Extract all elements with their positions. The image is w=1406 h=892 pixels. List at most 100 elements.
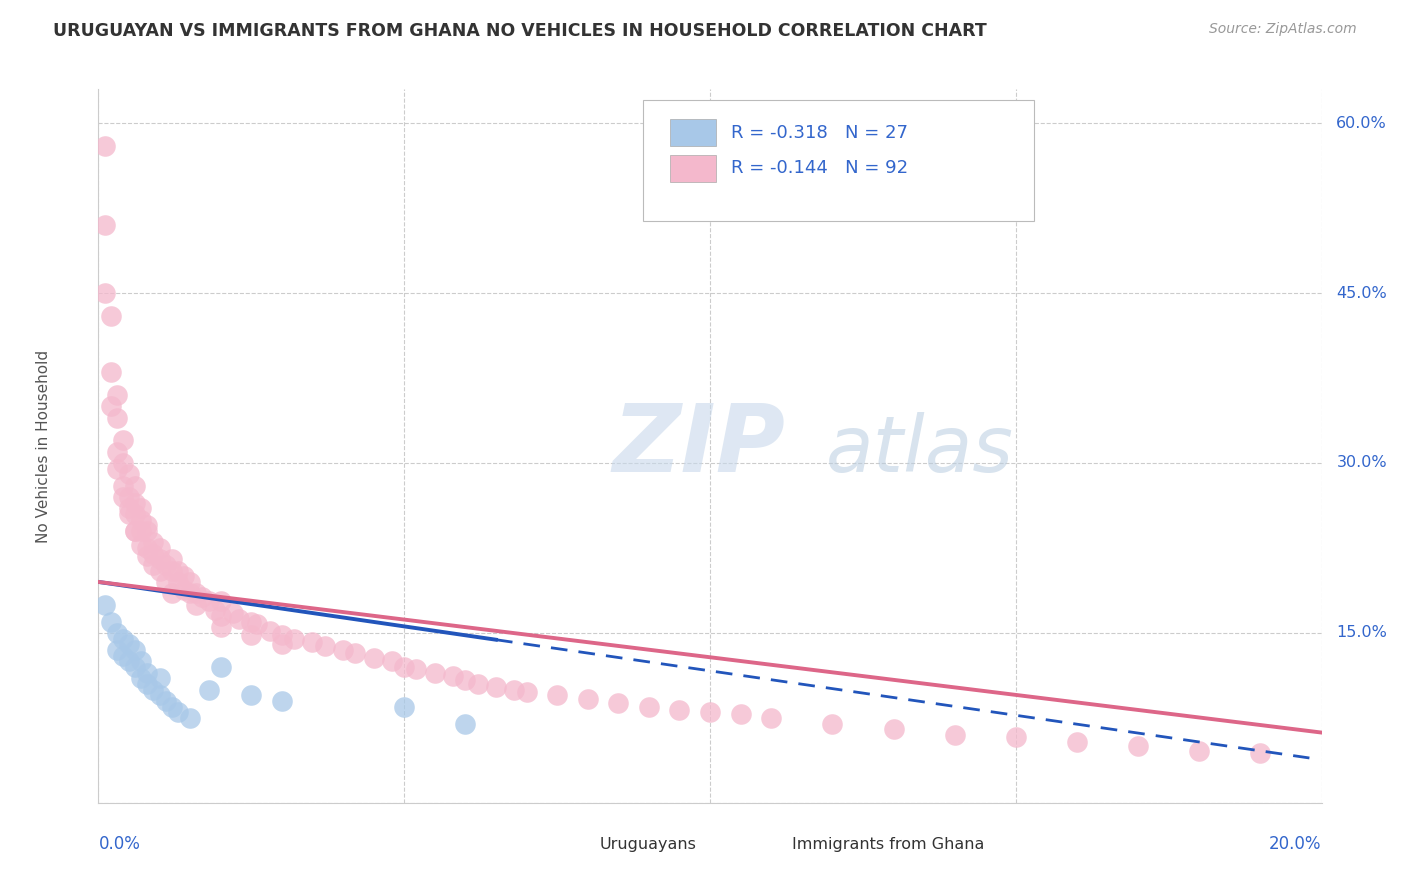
Point [155, 574, 177, 589]
Point [576, 691, 599, 706]
Point [467, 677, 489, 691]
Point [124, 478, 146, 492]
Text: No Vehicles in Household: No Vehicles in Household [37, 350, 51, 542]
Point [105, 410, 128, 425]
FancyBboxPatch shape [669, 155, 716, 182]
Point [155, 694, 177, 708]
Point [392, 660, 416, 674]
Point [160, 699, 183, 714]
Point [228, 612, 250, 626]
Point [100, 309, 122, 323]
Point [167, 705, 190, 719]
Point [118, 490, 141, 504]
Point [167, 564, 190, 578]
Text: 15.0%: 15.0% [1336, 625, 1388, 640]
Point [124, 495, 146, 509]
Point [160, 552, 183, 566]
Point [93, 598, 115, 612]
Point [136, 541, 159, 555]
Point [136, 677, 159, 691]
Point [423, 665, 446, 680]
Point [93, 138, 115, 153]
Text: 45.0%: 45.0% [1336, 285, 1388, 301]
Point [160, 586, 183, 600]
Point [111, 456, 134, 470]
Point [381, 654, 404, 668]
Point [129, 537, 152, 551]
Point [209, 660, 232, 674]
Point [186, 598, 208, 612]
Point [197, 682, 219, 697]
Point [516, 685, 538, 699]
Point [392, 699, 416, 714]
Point [441, 669, 464, 683]
Point [186, 586, 208, 600]
Point [124, 660, 146, 674]
Point [124, 507, 146, 521]
Point [149, 688, 172, 702]
Point [240, 688, 263, 702]
Text: 30.0%: 30.0% [1336, 456, 1386, 470]
FancyBboxPatch shape [741, 836, 778, 855]
Point [93, 218, 115, 232]
Point [270, 628, 292, 642]
Point [821, 716, 844, 731]
Point [179, 711, 201, 725]
Point [1004, 730, 1026, 744]
Point [111, 478, 134, 492]
Point [179, 586, 201, 600]
Point [454, 673, 477, 688]
Text: Uruguayans: Uruguayans [600, 838, 697, 853]
Point [167, 574, 190, 589]
Point [118, 501, 141, 516]
Point [191, 590, 214, 604]
Point [405, 662, 427, 676]
FancyBboxPatch shape [669, 120, 716, 146]
Point [1249, 746, 1271, 760]
Point [332, 643, 354, 657]
Point [209, 594, 232, 608]
FancyBboxPatch shape [551, 836, 588, 855]
Point [209, 608, 232, 623]
Point [344, 646, 367, 660]
Point [454, 716, 477, 731]
Text: Source: ZipAtlas.com: Source: ZipAtlas.com [1209, 22, 1357, 37]
Point [546, 688, 568, 702]
Point [270, 694, 292, 708]
Point [149, 541, 172, 555]
Point [129, 654, 152, 668]
Point [1066, 734, 1088, 748]
Point [136, 524, 159, 538]
Point [142, 547, 165, 561]
Point [105, 626, 128, 640]
Point [363, 650, 385, 665]
Point [155, 558, 177, 572]
Point [100, 365, 122, 379]
Point [149, 552, 172, 566]
Point [283, 632, 305, 646]
Point [124, 524, 146, 538]
Point [142, 682, 165, 697]
Point [129, 513, 152, 527]
Text: 0.0%: 0.0% [98, 835, 141, 853]
Point [118, 467, 141, 482]
Point [485, 680, 508, 694]
Point [118, 654, 141, 668]
FancyBboxPatch shape [643, 100, 1035, 221]
Point [314, 640, 336, 654]
Text: R = -0.144   N = 92: R = -0.144 N = 92 [731, 160, 908, 178]
Point [105, 461, 128, 475]
Point [129, 671, 152, 685]
Point [105, 643, 128, 657]
Point [149, 564, 172, 578]
Text: Immigrants from Ghana: Immigrants from Ghana [792, 838, 984, 853]
Text: atlas: atlas [827, 411, 1014, 488]
Point [222, 606, 245, 620]
Point [111, 434, 134, 448]
Point [105, 388, 128, 402]
Point [668, 703, 690, 717]
Point [883, 722, 905, 736]
Point [100, 400, 122, 414]
Point [149, 671, 172, 685]
Point [759, 711, 782, 725]
